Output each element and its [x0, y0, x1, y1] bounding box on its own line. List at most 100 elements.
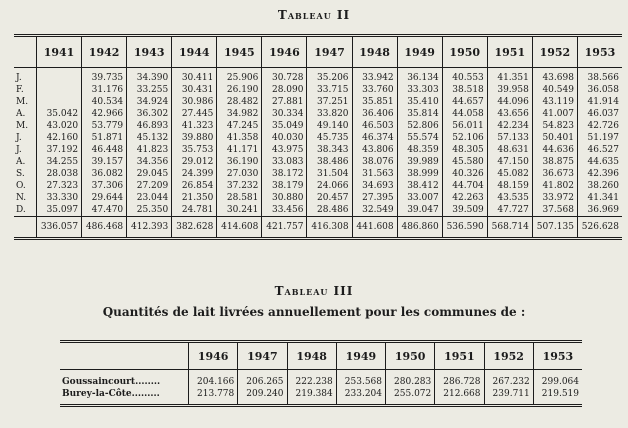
data-cell: 38.172 [261, 168, 307, 180]
data-cell: 35.410 [396, 96, 443, 108]
commune-name: Burey-la-Côte......... [62, 389, 160, 399]
data-cell: 38.518 [441, 84, 488, 96]
data-cell: 42.234 [486, 120, 533, 132]
year-header: 1951 [486, 35, 533, 68]
month-label: F. [16, 85, 24, 95]
data-cell: 30.241 [216, 204, 262, 217]
data-cell: 51.871 [81, 132, 127, 144]
data-cell: 35.097 [35, 204, 82, 217]
total-cell: 441.608 [351, 216, 398, 239]
data-cell: 25.906 [216, 67, 262, 84]
total-cell: 336.057 [35, 216, 82, 239]
data-cell: 35.814 [396, 108, 443, 120]
data-cell: 48.631 [486, 144, 533, 156]
data-cell: 30.411 [171, 67, 217, 84]
data-cell: 39.880 [171, 132, 217, 144]
data-cell: 30.986 [171, 96, 217, 108]
total-cell: 412.393 [126, 216, 172, 239]
data-cell: 44.096 [486, 96, 533, 108]
data-cell: 44.635 [576, 156, 622, 168]
data-cell: 45.082 [486, 168, 533, 180]
tableau-3-table: 1946 1947 1948 1949 1950 1951 1952 1953 Goussai… [60, 340, 582, 407]
tableau-3-subtitle: Quantités de lait livrées annuellement p… [102, 305, 526, 319]
table-row: A. 35.042 42.966 36.302 27.445 34.982 30.334 33… [14, 108, 622, 120]
data-cell: 41.351 [486, 67, 533, 84]
data-cell: 219.519 [532, 388, 582, 406]
data-cell: 33.083 [261, 156, 307, 168]
table-row: D. 35.097 47.470 25.350 24.781 30.241 33.456 28… [14, 204, 622, 217]
data-cell: 212.668 [434, 388, 484, 406]
data-cell: 36.134 [396, 67, 443, 84]
data-cell: 23.044 [126, 192, 172, 204]
data-cell: 29.045 [126, 168, 172, 180]
data-cell: 27.445 [171, 108, 217, 120]
data-cell: 44.657 [441, 96, 488, 108]
year-header: 1951 [434, 341, 484, 370]
commune-column-header [60, 341, 189, 370]
data-cell: 40.326 [441, 168, 488, 180]
data-cell: 45.580 [441, 156, 488, 168]
data-cell: 28.486 [306, 204, 353, 217]
total-cell: 421.757 [261, 216, 307, 239]
data-cell: 54.823 [531, 120, 578, 132]
data-cell: 33.820 [306, 108, 353, 120]
data-cell: 43.656 [486, 108, 533, 120]
data-cell: 35.206 [306, 67, 353, 84]
total-cell: 416.308 [306, 216, 353, 239]
data-cell: 30.334 [261, 108, 307, 120]
year-header: 1941 [35, 35, 82, 68]
table-row: N. 33.330 29.644 23.044 21.350 28.581 30.880 20… [14, 192, 622, 204]
data-cell: 33.715 [306, 84, 353, 96]
data-cell [35, 84, 82, 96]
data-cell: 37.192 [35, 144, 82, 156]
data-cell: 36.190 [216, 156, 262, 168]
data-cell: 286.728 [434, 369, 484, 388]
data-cell: 24.066 [306, 180, 353, 192]
month-label: J. [16, 133, 22, 143]
data-cell: 48.159 [486, 180, 533, 192]
tableau-3-header-row: 1946 1947 1948 1949 1950 1951 1952 1953 [60, 341, 582, 370]
month-label: S. [16, 169, 25, 179]
data-cell: 44.704 [441, 180, 488, 192]
table-row: F. 31.176 33.255 30.431 26.190 28.090 33.715 33… [14, 84, 622, 96]
data-cell: 28.581 [216, 192, 262, 204]
data-cell: 29.644 [81, 192, 127, 204]
tableau-2-title: Tableau II [277, 8, 351, 22]
data-cell: 28.090 [261, 84, 307, 96]
data-cell: 30.431 [171, 84, 217, 96]
data-cell: 31.176 [81, 84, 127, 96]
data-cell: 24.781 [171, 204, 217, 217]
data-cell: 41.323 [171, 120, 217, 132]
data-cell: 27.030 [216, 168, 262, 180]
data-cell: 299.064 [532, 369, 582, 388]
data-cell: 36.302 [126, 108, 172, 120]
data-cell: 267.232 [483, 369, 534, 388]
data-cell: 47.470 [81, 204, 127, 217]
data-cell: 222.238 [286, 369, 337, 388]
data-cell: 42.160 [35, 132, 82, 144]
data-cell: 38.412 [396, 180, 443, 192]
data-cell: 44.636 [531, 144, 578, 156]
data-cell: 34.356 [126, 156, 172, 168]
tableau-3-body: Goussaincourt........ 204.166 206.265 222.2… [60, 369, 582, 406]
data-cell: 38.999 [396, 168, 443, 180]
data-cell: 34.924 [126, 96, 172, 108]
total-cell: 486.468 [81, 216, 127, 239]
data-cell: 56.011 [441, 120, 488, 132]
data-cell: 55.574 [396, 132, 443, 144]
year-header: 1950 [384, 341, 435, 370]
year-header: 1953 [532, 341, 582, 370]
data-cell: 39.735 [81, 67, 127, 84]
data-cell: 41.823 [126, 144, 172, 156]
data-cell: 213.778 [187, 388, 238, 406]
month-label: J. [16, 145, 22, 155]
data-cell: 27.395 [351, 192, 398, 204]
data-cell: 47.245 [216, 120, 262, 132]
total-cell: 568.714 [486, 216, 533, 239]
data-cell: 35.851 [351, 96, 398, 108]
data-cell: 39.509 [441, 204, 488, 217]
data-cell: 39.157 [81, 156, 127, 168]
data-cell: 41.341 [576, 192, 622, 204]
data-cell: 33.255 [126, 84, 172, 96]
data-cell: 57.133 [486, 132, 533, 144]
